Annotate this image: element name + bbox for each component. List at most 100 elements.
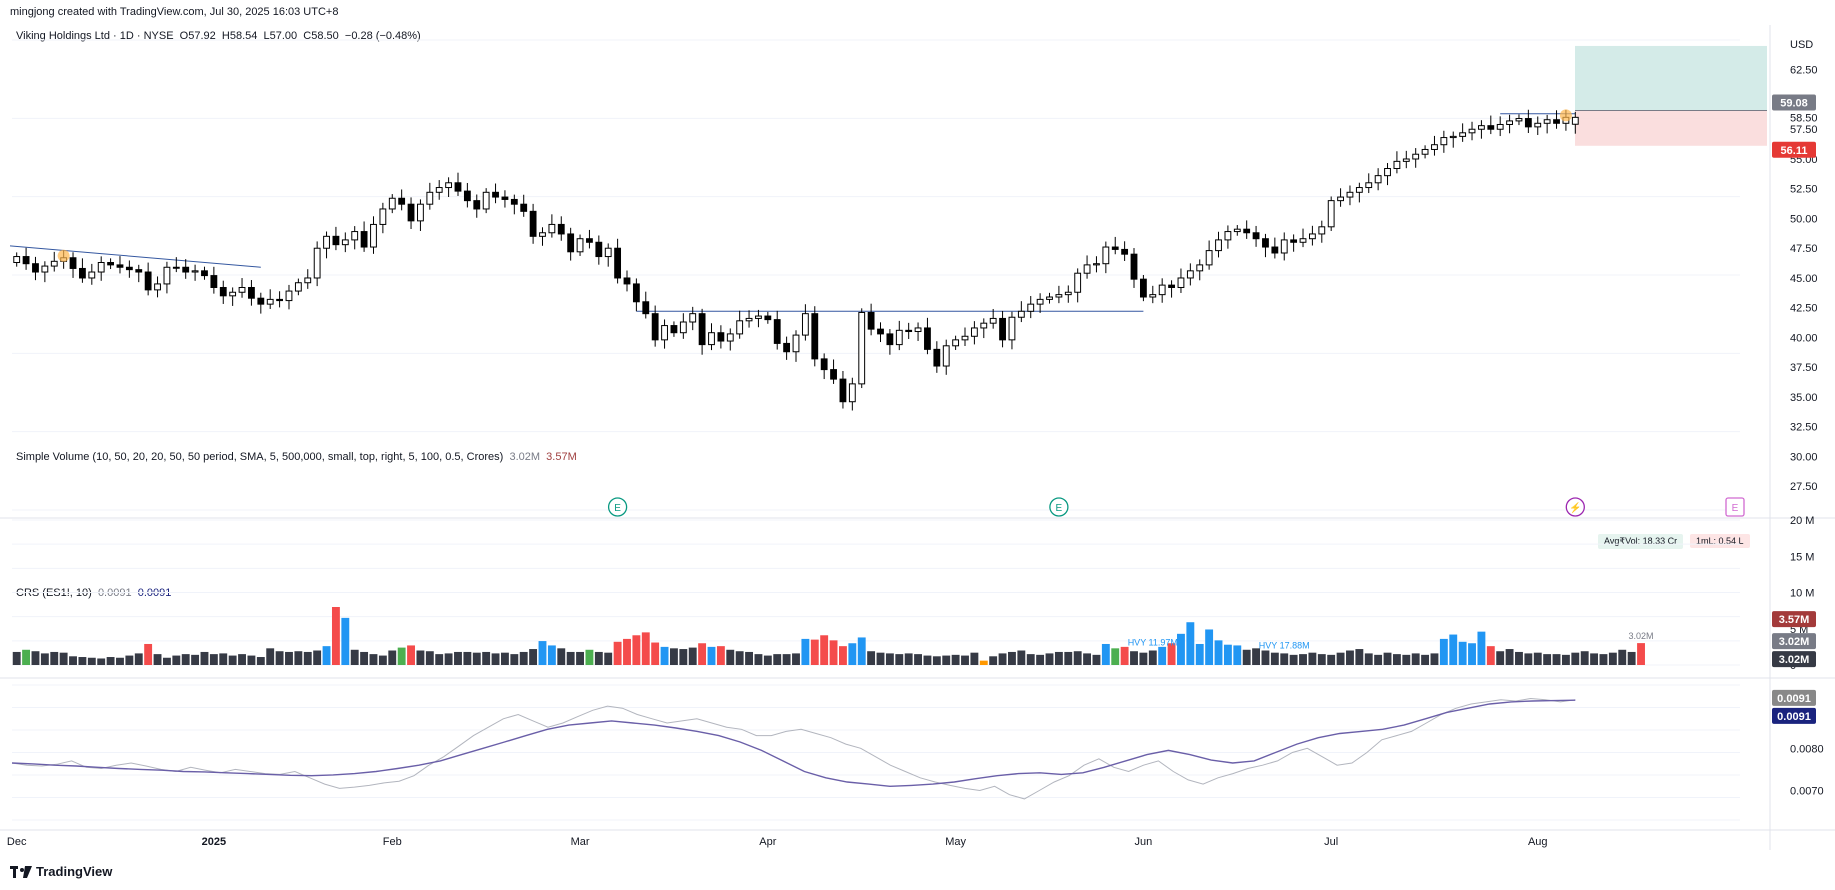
event-marker: [1565, 497, 1585, 517]
candle-body: [1233, 228, 1241, 233]
candle-body: [388, 197, 396, 210]
volume-bar: [162, 657, 171, 665]
volume-bar: [1608, 652, 1617, 665]
candle-body: [304, 277, 312, 284]
crs-series-2: [11, 699, 1576, 788]
volume-bar: [669, 648, 678, 665]
candle-body: [529, 210, 537, 237]
candle-body: [848, 383, 856, 403]
candle-body: [698, 313, 706, 346]
volume-bar: [500, 652, 509, 665]
volume-bar: [1186, 622, 1195, 665]
candle-body: [1365, 182, 1373, 189]
candle-body: [970, 327, 978, 337]
price-tick: 62.50: [1790, 65, 1818, 77]
volume-bar: [1383, 652, 1392, 665]
symbol-label[interactable]: Viking Holdings Ltd · 1D · NYSE: [16, 30, 174, 42]
volume-bar: [904, 653, 913, 665]
volume-bar: [472, 652, 481, 665]
candle-body: [520, 203, 528, 212]
volume-bar: [69, 656, 77, 665]
volume-bar: [529, 649, 538, 665]
volume-bar: [200, 651, 209, 665]
volume-bar: [1543, 654, 1552, 665]
volume-bar: [1261, 650, 1270, 665]
volume-bar: [31, 651, 40, 665]
stop-price-label: 56.11: [1781, 145, 1808, 157]
volume-bar: [1458, 641, 1467, 665]
crs-label-1-bg: [1772, 689, 1816, 706]
volume-bar: [1402, 654, 1411, 665]
time-tick: 2025: [202, 836, 226, 848]
close-value: C58.50: [303, 30, 339, 42]
volume-bar: [1364, 653, 1373, 665]
volume-bar: [106, 657, 115, 665]
target-zone: [1575, 45, 1767, 111]
time-axis[interactable]: Dec 2025 Feb Mar Apr May Jun Jul Aug: [7, 836, 1548, 848]
event-marker: [607, 497, 628, 517]
candle-body: [1374, 175, 1382, 184]
candle-body: [614, 247, 622, 279]
candle-body: [276, 298, 284, 302]
volume-bar: [1214, 640, 1223, 665]
volume-bar: [1392, 654, 1401, 665]
candle-body: [266, 298, 274, 305]
volume-tick: 15 M: [1790, 551, 1814, 563]
candle-body: [163, 266, 171, 285]
volume-bar: [538, 641, 547, 665]
volume-bar: [1036, 654, 1045, 665]
volume-label-1-bg: [1772, 611, 1816, 628]
candle-body: [1496, 123, 1504, 130]
candle-body: [632, 283, 640, 303]
candle-body: [886, 333, 894, 346]
candle-body: [1196, 264, 1204, 272]
price-tick: 57.50: [1790, 124, 1818, 136]
volume-bar: [435, 654, 444, 665]
volume-bar: [1111, 648, 1120, 665]
candle-body: [370, 223, 377, 248]
candle-body: [492, 191, 499, 198]
candle-body: [1027, 303, 1035, 312]
candle-body: [201, 270, 208, 277]
candle-body: [1384, 168, 1391, 177]
candle-body: [1008, 316, 1016, 341]
candle-body: [1459, 132, 1467, 137]
candle-body: [88, 271, 96, 279]
volume-bar: [1637, 643, 1645, 665]
candle-body: [1440, 137, 1448, 146]
candle-body: [1299, 238, 1307, 243]
time-tick: Dec: [7, 836, 27, 848]
candle-body: [961, 335, 969, 341]
candle-body: [144, 271, 152, 291]
candle-body: [801, 313, 809, 336]
volume-bar: [144, 643, 153, 665]
candle-body: [238, 286, 246, 293]
volume-label-3: 3.02M: [1779, 654, 1810, 666]
volume-bar: [313, 650, 322, 665]
candle-body: [820, 358, 828, 371]
volume-bar: [1008, 651, 1016, 665]
candle-body: [107, 262, 114, 266]
candle-body: [867, 311, 875, 330]
candle-body: [1074, 272, 1082, 293]
volume-bar: [1167, 643, 1176, 665]
price-tick: 40.00: [1790, 332, 1818, 344]
volume-value-2: 3.57M: [546, 451, 577, 463]
volume-title[interactable]: Simple Volume (10, 50, 20, 20, 50, 50 pe…: [16, 451, 504, 463]
last-price-label: 58.50: [1790, 112, 1818, 124]
volume-bar: [59, 652, 68, 665]
volume-bar: [885, 653, 894, 665]
candle-body: [1543, 119, 1551, 124]
crs-label-2-bg: [1772, 707, 1816, 724]
price-tick: 50.00: [1790, 213, 1818, 225]
candle-body: [1553, 119, 1560, 124]
candle-body: [895, 329, 903, 346]
volume-bar: [153, 654, 162, 665]
candle-body: [1139, 278, 1147, 298]
volume-bar: [1627, 651, 1636, 665]
volume-bar: [1505, 649, 1514, 665]
candle-body: [1524, 118, 1532, 128]
tradingview-logo[interactable]: TradingView: [10, 864, 112, 879]
volume-bar: [172, 655, 181, 665]
